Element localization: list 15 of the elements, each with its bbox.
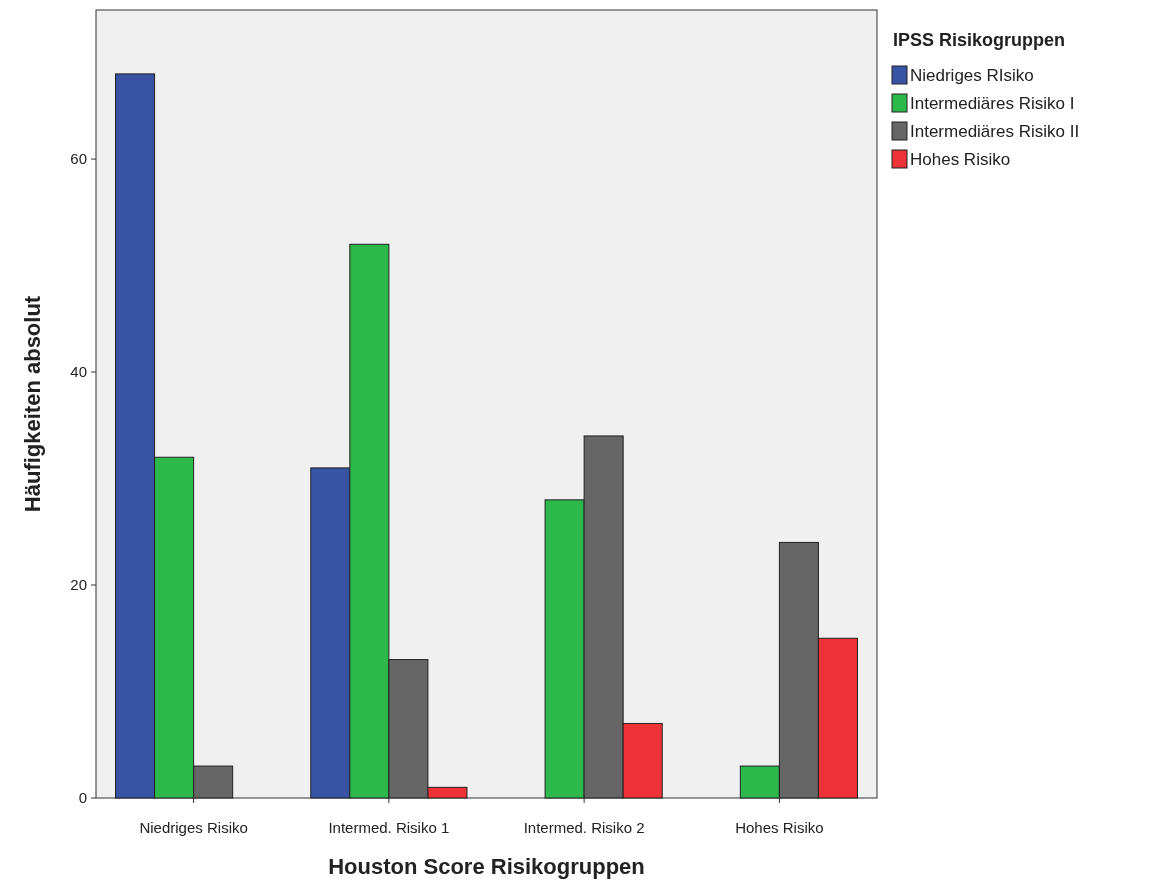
x-axis-title: Houston Score Risikogruppen bbox=[328, 854, 645, 879]
y-tick-label: 40 bbox=[70, 363, 87, 381]
y-tick-label: 0 bbox=[78, 789, 87, 807]
legend-label: Hohes Risiko bbox=[910, 149, 1011, 169]
x-tick-label: Hohes Risiko bbox=[735, 819, 824, 836]
legend-label: Niedriges RIsiko bbox=[910, 65, 1034, 85]
legend-title: IPSS Risikogruppen bbox=[893, 30, 1066, 50]
legend-label: Intermediäres Risiko II bbox=[910, 121, 1080, 141]
x-tick-label: Niedriges Risiko bbox=[139, 819, 248, 836]
y-tick-label: 20 bbox=[70, 576, 87, 594]
x-tick-label: Intermed. Risiko 1 bbox=[328, 819, 450, 836]
y-tick-label: 60 bbox=[70, 150, 87, 168]
x-tick-label: Intermed. Risiko 2 bbox=[523, 819, 645, 836]
y-axis-title: Häufigkeiten absolut bbox=[20, 295, 45, 513]
legend-label: Intermediäres Risiko I bbox=[910, 93, 1075, 113]
